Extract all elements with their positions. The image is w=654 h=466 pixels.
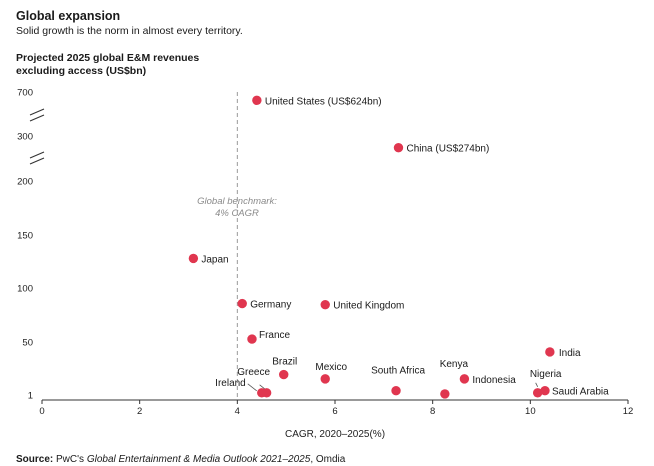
point-france (247, 334, 257, 344)
chart-title: Global expansion (16, 9, 121, 23)
axis-break-symbol (29, 108, 45, 122)
y-tick-label: 700 (17, 88, 33, 99)
x-tick-label: 0 (39, 406, 44, 417)
source-post: , Omdia (310, 454, 346, 465)
point-label-brazil: Brazil (272, 357, 297, 368)
point-united-kingdom (320, 299, 330, 310)
point-label-france: France (259, 330, 291, 341)
point-china-us-274bn (393, 143, 404, 153)
y-tick-label: 50 (22, 338, 33, 349)
point-mexico (320, 374, 330, 384)
y-tick-label: 300 (17, 132, 33, 143)
axis-break-symbol (29, 151, 45, 165)
point-label-india: India (559, 348, 581, 359)
point-label-saudi-arabia: Saudi Arabia (552, 387, 609, 398)
point-india (545, 347, 555, 357)
leader-line-nigeria (535, 382, 539, 388)
x-tick-label: 10 (525, 406, 536, 417)
point-label-mexico: Mexico (315, 362, 347, 373)
point-label-germany: Germany (250, 300, 291, 311)
y-tick-label: 100 (17, 284, 33, 295)
x-tick-label: 12 (623, 406, 634, 417)
y-tick-label: 150 (17, 231, 33, 242)
point-nigeria (532, 388, 543, 398)
source-pre: PwC's (53, 454, 87, 465)
benchmark-label-line1: Global benchmark: (197, 196, 277, 207)
point-germany (237, 298, 247, 309)
point-saudi-arabia (540, 385, 550, 396)
point-japan (188, 253, 199, 264)
point-label-united-states-us-624bn: United States (US$624bn) (265, 96, 382, 107)
x-tick-label: 6 (332, 406, 337, 417)
x-tick-label: 4 (235, 406, 240, 417)
x-tick-label: 2 (137, 406, 142, 417)
x-axis-title: CAGR, 2020–2025(%) (285, 429, 385, 440)
benchmark-label-line2: 4% CAGR (215, 208, 259, 219)
marks-layer: United States (US$624bn) China (US$274bn)… (188, 95, 609, 399)
point-ireland (257, 388, 267, 398)
point-kenya (440, 389, 450, 399)
point-united-states-us-624bn (252, 95, 262, 106)
point-label-china-us-274bn: China (US$274bn) (406, 144, 489, 155)
point-indonesia (459, 374, 470, 384)
y-tick-label: 1 (28, 391, 33, 402)
source-title: Global Entertainment & Media Outlook 202… (86, 454, 311, 465)
chart-subtitle: Solid growth is the norm in almost every… (16, 25, 243, 37)
source-label: Source: (16, 454, 54, 465)
point-label-ireland: Ireland (215, 378, 246, 389)
point-label-greece: Greece (237, 367, 270, 378)
point-south-africa (391, 385, 401, 396)
point-label-kenya: Kenya (440, 359, 469, 370)
point-label-nigeria: Nigeria (530, 369, 562, 380)
point-label-indonesia: Indonesia (472, 375, 516, 386)
benchmark-layer: Global benchmark:4% CAGR (197, 92, 277, 400)
y-axis-label: Projected 2025 global E&M revenues exclu… (16, 52, 200, 77)
point-label-united-kingdom: United Kingdom (333, 301, 404, 312)
source-note: Source: PwC's Global Entertainment & Med… (16, 454, 345, 465)
x-tick-label: 8 (430, 406, 435, 417)
leader-line-greece (259, 384, 265, 390)
point-label-south-africa: South Africa (371, 366, 425, 377)
y-tick-label: 200 (17, 177, 33, 188)
point-brazil (279, 369, 289, 380)
leader-line-ireland (247, 383, 257, 392)
point-label-japan: Japan (201, 254, 228, 265)
